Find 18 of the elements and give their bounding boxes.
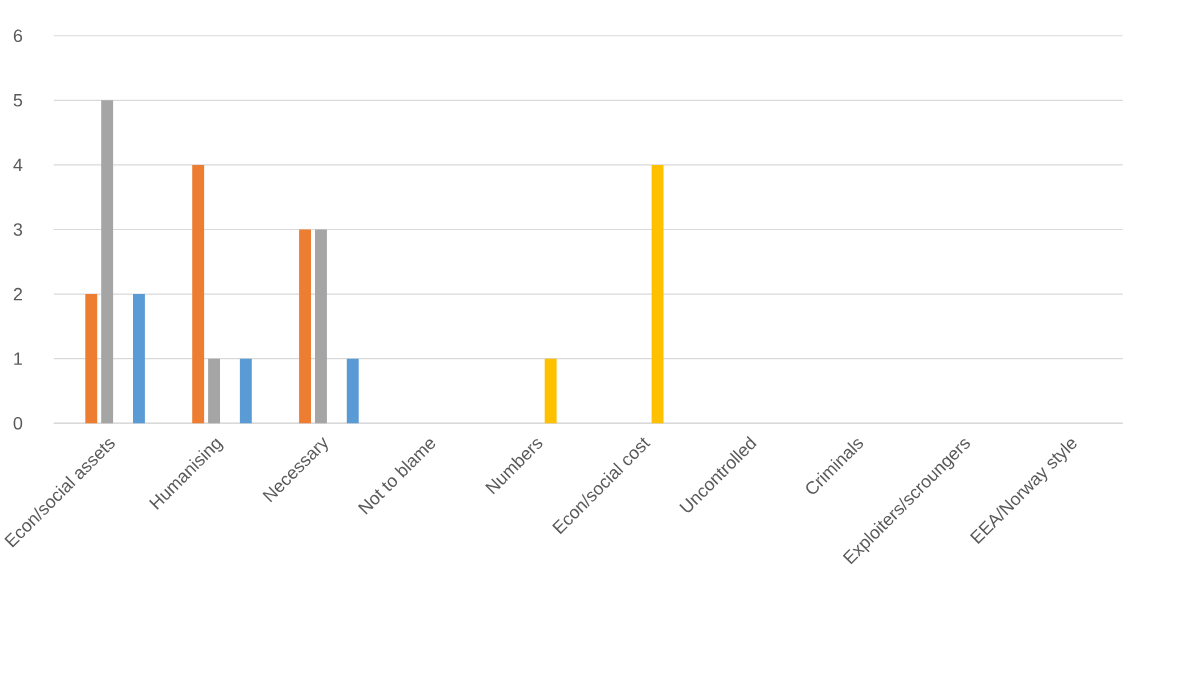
bar — [544, 358, 557, 424]
y-tick-label: 1 — [14, 352, 22, 365]
y-tick-label: 2 — [13, 288, 22, 301]
bar — [192, 165, 205, 424]
y-tick-label: 3 — [13, 223, 23, 237]
y-tick-label: 4 — [13, 159, 23, 172]
bar — [101, 100, 114, 424]
bar — [239, 358, 252, 424]
bar — [346, 358, 359, 424]
bar — [132, 294, 145, 424]
y-tick-label: 0 — [13, 417, 23, 430]
bar — [314, 229, 327, 424]
y-tick-label: 5 — [13, 94, 23, 107]
bar — [651, 165, 664, 424]
bar — [299, 229, 312, 424]
y-tick-label: 6 — [13, 29, 23, 43]
bar — [85, 294, 98, 424]
bar — [208, 358, 221, 424]
